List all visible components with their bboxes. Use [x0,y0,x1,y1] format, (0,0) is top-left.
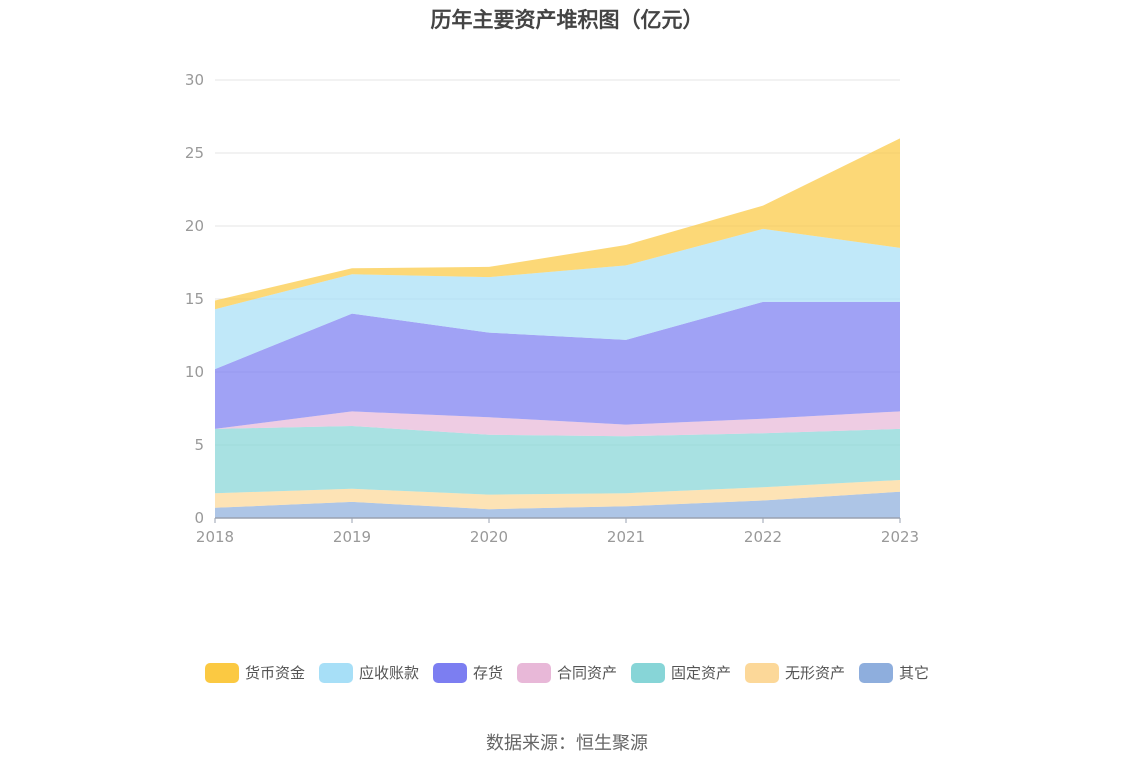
legend-label: 其它 [899,664,930,682]
legend-label: 无形资产 [785,664,846,682]
legend-item[interactable]: 其它 [859,662,929,683]
legend-swatch [745,662,780,683]
area-series [215,138,900,518]
area-应收账款[interactable] [215,228,900,370]
y-tick-label: 10 [185,363,204,381]
legend-swatch [516,662,551,683]
area-货币资金[interactable] [215,138,900,310]
legend-item[interactable]: 存货 [432,662,503,683]
area-无形资产[interactable] [215,480,900,510]
y-tick-label: 5 [194,436,204,454]
x-tick-label: 2023 [881,528,919,546]
legend-item[interactable]: 无形资产 [745,662,845,683]
legend-swatch [631,662,665,683]
legend-label: 存货 [472,664,503,682]
y-tick-label: 30 [185,71,204,89]
x-tick-label: 2020 [470,528,508,546]
legend-swatch [432,662,467,683]
legend: 货币资金 应收账款 存货 合同资产 固定资产 无形资产 其它 [0,662,1134,683]
stacked-area-chart: 0 5 10 15 20 25 30 2018 2019 2020 2021 2022 2023 [185,71,919,546]
y-tick-label: 20 [185,217,204,235]
axes: 0 5 10 15 20 25 30 2018 2019 2020 2021 2022 2023 [185,71,919,546]
chart-title: 历年主要资产堆积图（亿元） [430,8,704,32]
source-note: 数据来源：恒生聚源 [486,733,648,754]
y-tick-label: 0 [194,509,204,527]
area-固定资产[interactable] [215,426,900,495]
x-tick-label: 2022 [744,528,782,546]
legend-item[interactable]: 应收账款 [318,662,419,683]
legend-swatch [318,662,353,683]
legend-item[interactable]: 固定资产 [631,662,731,683]
legend-swatch [204,662,239,683]
legend-item[interactable]: 合同资产 [516,662,617,683]
legend-swatch [859,662,894,683]
legend-label: 应收账款 [358,664,419,682]
area-合同资产[interactable] [215,411,900,437]
legend-label: 合同资产 [556,664,617,682]
x-tick-label: 2021 [607,528,645,546]
x-tick-label: 2019 [333,528,371,546]
legend-item[interactable]: 货币资金 [204,662,305,683]
y-tick-label: 25 [185,144,204,162]
area-存货[interactable] [215,301,900,429]
y-tick-label: 15 [185,290,204,308]
area-其它[interactable] [215,491,900,518]
legend-label: 固定资产 [671,664,732,682]
legend-label: 货币资金 [244,664,305,682]
x-tick-label: 2018 [196,528,234,546]
